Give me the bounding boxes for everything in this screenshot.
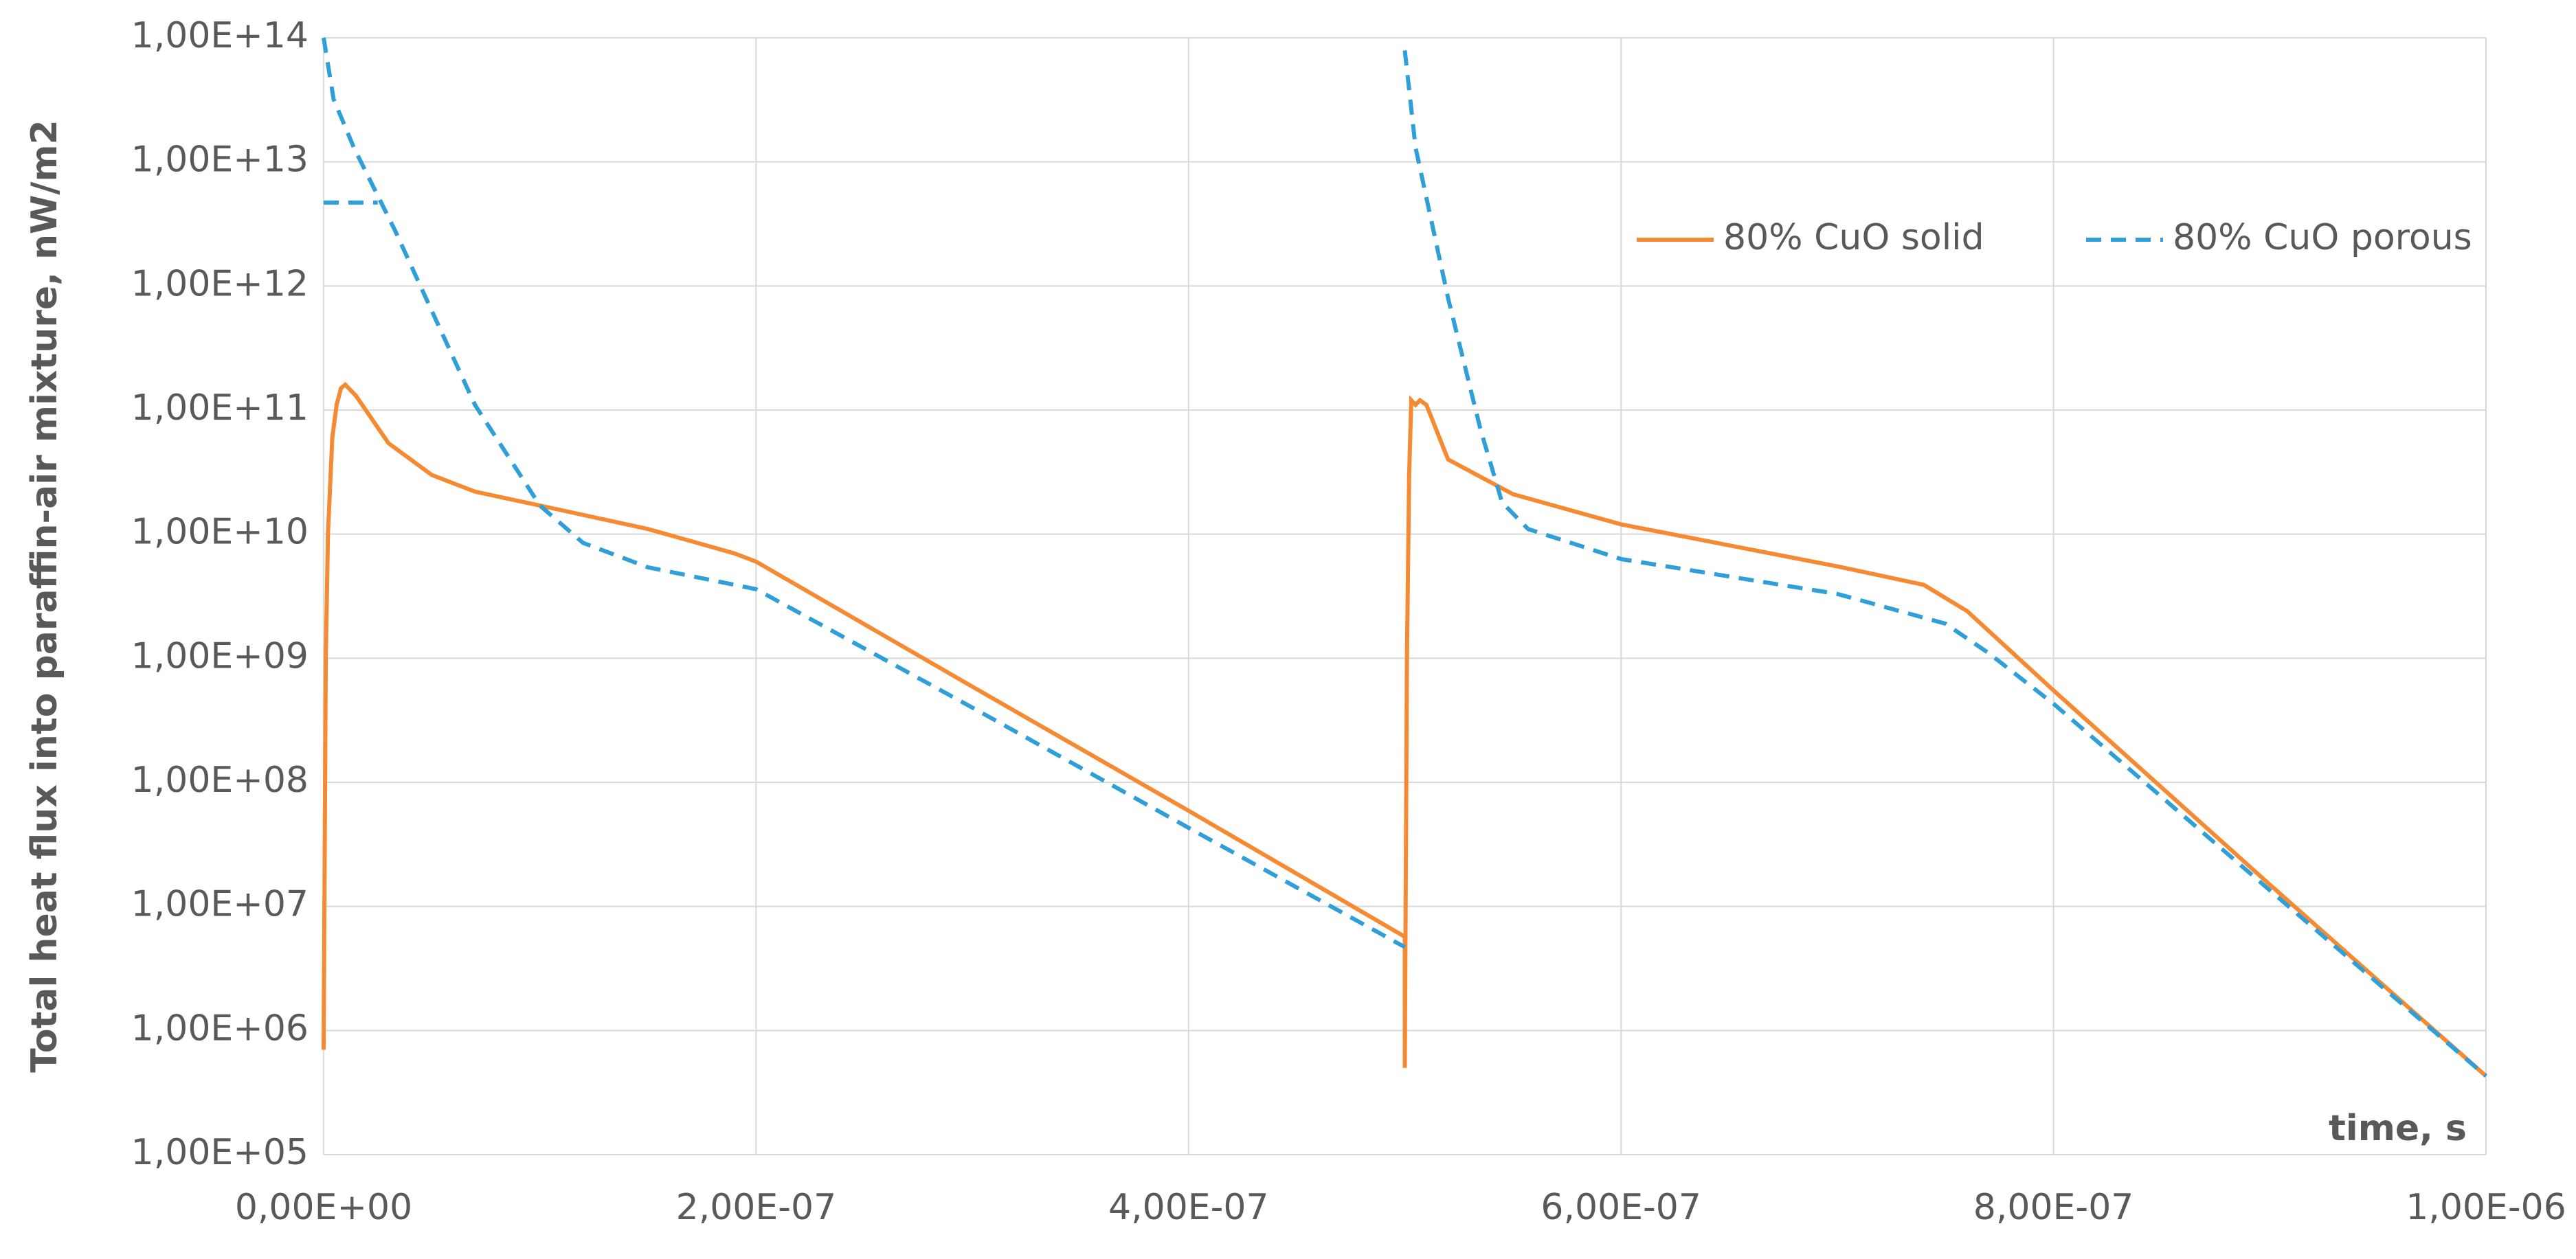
y-tick-label: 1,00E+11	[131, 387, 309, 429]
data-line	[322, 382, 2487, 1078]
y-tick-label: 1,00E+07	[131, 884, 309, 925]
x-axis-label: time, s	[2329, 1108, 2467, 1149]
x-tick-label: 1,00E-06	[2406, 1187, 2566, 1228]
y-tick-label: 1,00E+05	[131, 1132, 309, 1173]
legend-label: 80% CuO porous	[2173, 217, 2472, 258]
x-tick-label: 0,00E+00	[235, 1187, 412, 1228]
y-tick-label: 1,00E+08	[131, 760, 309, 801]
y-tick-label: 1,00E+06	[131, 1008, 309, 1049]
y-tick-label: 1,00E+09	[131, 635, 309, 677]
x-tick-label: 8,00E-07	[1973, 1187, 2134, 1228]
data-line	[1402, 50, 2487, 1078]
y-tick-label: 1,00E+10	[131, 512, 309, 553]
x-tick-label: 6,00E-07	[1541, 1187, 1701, 1228]
x-tick-label: 4,00E-07	[1108, 1187, 1269, 1228]
y-tick-label: 1,00E+12	[131, 263, 309, 304]
legend-label: 80% CuO solid	[1723, 217, 1984, 258]
y-tick-label: 1,00E+14	[131, 15, 309, 56]
data-line	[322, 37, 1406, 949]
x-tick-label: 2,00E-07	[676, 1187, 837, 1228]
y-axis-label: Total heat flux into paraffin-air mixtur…	[24, 120, 65, 1072]
y-tick-label: 1,00E+13	[131, 139, 309, 181]
